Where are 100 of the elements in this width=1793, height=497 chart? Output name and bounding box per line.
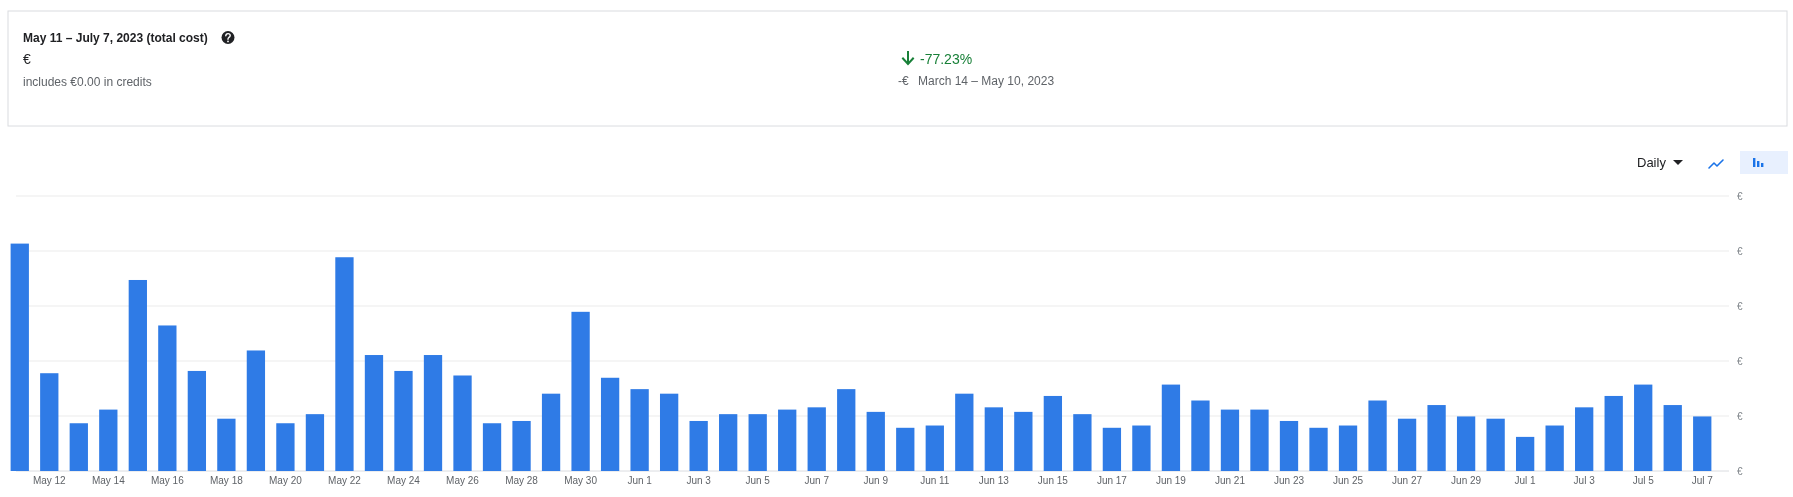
bar	[807, 407, 826, 471]
bar	[1486, 418, 1505, 471]
bar	[10, 243, 29, 471]
x-tick-label: May 14	[91, 475, 126, 486]
x-tick-label: Jun 3	[686, 475, 712, 486]
text: -€	[898, 74, 909, 88]
bar	[1279, 420, 1299, 471]
bar	[1634, 384, 1653, 471]
bar	[1397, 418, 1417, 471]
bar	[1545, 425, 1564, 471]
bar	[1515, 436, 1535, 471]
bar	[305, 414, 325, 471]
bar	[158, 325, 177, 471]
x-tick-label: May 18	[209, 475, 244, 486]
x-tick-label: Jun 5	[745, 475, 771, 486]
bar	[99, 409, 118, 471]
x-tick-label: Jul 7	[1691, 475, 1714, 486]
text: €	[1737, 300, 1743, 312]
x-tick-label: Jul 3	[1573, 475, 1596, 486]
bar	[69, 423, 88, 471]
bar	[187, 370, 207, 471]
x-tick-label: Jun 7	[804, 475, 830, 486]
text: -77.23%	[920, 51, 973, 67]
x-tick-label: Jun 23	[1273, 475, 1305, 486]
x-tick-label: May 12	[32, 475, 67, 486]
text: €	[23, 51, 31, 67]
bar	[217, 418, 236, 471]
x-tick-label: Jul 5	[1632, 475, 1655, 486]
bar	[571, 311, 590, 471]
x-tick-label: May 26	[446, 475, 480, 486]
x-tick-label: May 22	[328, 475, 362, 486]
bar	[630, 389, 649, 471]
bar	[541, 393, 561, 471]
text: March 14 – May 10, 2023	[918, 74, 1055, 88]
bar	[1102, 427, 1122, 471]
bar	[1575, 407, 1594, 471]
bar	[246, 350, 266, 471]
bar	[1663, 405, 1682, 471]
x-tick-label: Jun 19	[1155, 475, 1187, 486]
bar	[423, 355, 443, 471]
text: €	[1737, 245, 1743, 257]
text: €	[1737, 465, 1743, 477]
bar	[1191, 400, 1210, 471]
x-tick-label: Jun 11	[920, 475, 950, 486]
x-tick-label: May 24	[387, 475, 421, 486]
text: €	[1737, 410, 1743, 422]
x-tick-label: Jun 17	[1096, 475, 1128, 486]
bar	[955, 393, 974, 471]
bar	[1250, 409, 1269, 471]
bar	[1368, 400, 1387, 471]
x-tick-label: Jun 21	[1214, 475, 1246, 486]
text: €	[1737, 190, 1743, 202]
x-tick-label: May 16	[150, 475, 185, 486]
text: Daily	[1637, 155, 1667, 170]
bar	[128, 279, 147, 471]
bar	[866, 411, 885, 471]
bar	[778, 409, 797, 471]
bar	[276, 423, 295, 471]
bar	[40, 373, 59, 471]
bar	[1427, 405, 1446, 471]
x-tick-label: May 30	[564, 475, 598, 486]
x-tick-label: Jun 27	[1392, 475, 1423, 486]
bar	[1132, 425, 1151, 471]
x-tick-label: Jun 25	[1333, 475, 1364, 486]
bar	[1456, 416, 1476, 471]
text: includes €0.00 in credits	[23, 75, 152, 89]
bar	[1043, 395, 1063, 471]
x-tick-label: Jun 29	[1451, 475, 1482, 486]
x-tick-label: Jun 13	[978, 475, 1010, 486]
x-tick-label: Jun 15	[1037, 475, 1069, 486]
bar	[1014, 411, 1033, 471]
bar	[482, 423, 502, 471]
bar	[689, 420, 708, 471]
bar	[1338, 425, 1358, 471]
bar	[335, 257, 354, 471]
bar	[394, 370, 413, 471]
bar	[659, 393, 679, 471]
bar	[1073, 414, 1092, 471]
bar	[837, 389, 856, 471]
bar	[748, 414, 767, 471]
bar	[364, 355, 384, 471]
x-tick-label: May 20	[269, 475, 303, 486]
bar	[453, 375, 472, 471]
bar	[1220, 409, 1240, 471]
bar	[600, 377, 620, 471]
bar	[984, 407, 1003, 471]
bar	[1693, 416, 1712, 471]
x-tick-label: May 28	[505, 475, 539, 486]
bar	[1604, 395, 1623, 471]
chart-title: May 11 – July 7, 2023 (total cost)	[23, 31, 208, 45]
bar	[925, 425, 944, 471]
bar	[1309, 427, 1328, 471]
bar	[1161, 384, 1181, 471]
x-tick-label: Jun 1	[627, 475, 653, 486]
bar	[719, 414, 738, 471]
x-tick-label: Jul 1	[1514, 475, 1537, 486]
x-tick-label: Jun 9	[863, 475, 889, 486]
bar	[512, 420, 531, 471]
text: €	[1737, 355, 1743, 367]
bar	[896, 427, 915, 471]
